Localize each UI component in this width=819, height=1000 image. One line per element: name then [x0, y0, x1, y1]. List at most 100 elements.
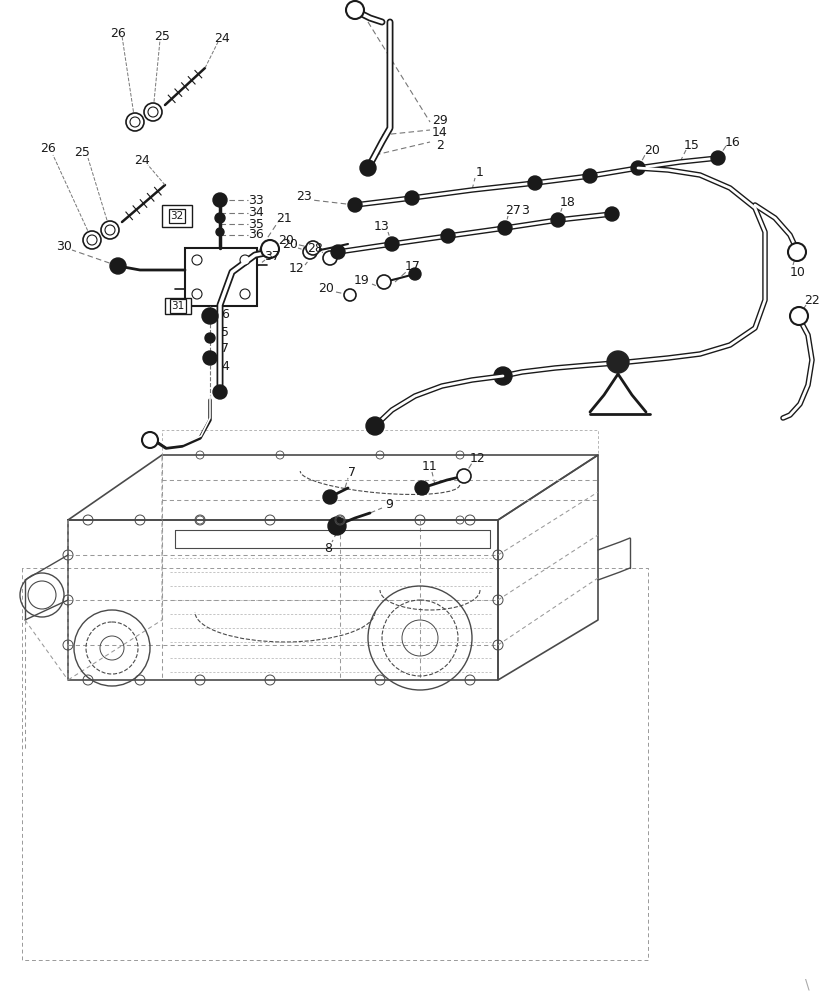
Text: 33: 33 — [248, 194, 264, 207]
Text: 25: 25 — [154, 30, 170, 43]
Circle shape — [213, 385, 227, 399]
Text: 35: 35 — [248, 218, 264, 231]
Circle shape — [323, 251, 337, 265]
Text: 23: 23 — [296, 190, 311, 204]
Text: 37: 37 — [264, 249, 279, 262]
Circle shape — [215, 228, 224, 236]
Circle shape — [130, 117, 140, 127]
Text: 1: 1 — [476, 166, 483, 179]
Circle shape — [203, 351, 217, 365]
Bar — [162, 205, 192, 227]
Text: 20: 20 — [643, 144, 659, 157]
Circle shape — [787, 243, 805, 261]
Text: 20: 20 — [282, 237, 297, 250]
Circle shape — [377, 275, 391, 289]
Text: 29: 29 — [432, 114, 447, 127]
Circle shape — [347, 198, 361, 212]
Circle shape — [550, 213, 564, 227]
Text: 21: 21 — [276, 212, 292, 225]
Circle shape — [582, 169, 596, 183]
Text: 12: 12 — [469, 452, 486, 464]
Text: \: \ — [804, 978, 813, 992]
Circle shape — [328, 517, 346, 535]
Text: 7: 7 — [347, 466, 355, 479]
Circle shape — [303, 245, 317, 259]
Circle shape — [201, 308, 218, 324]
Text: 20: 20 — [318, 282, 333, 296]
Circle shape — [213, 193, 227, 207]
Text: 25: 25 — [74, 146, 90, 159]
Circle shape — [385, 237, 399, 251]
Circle shape — [414, 481, 428, 495]
Circle shape — [105, 225, 115, 235]
Text: 20: 20 — [278, 233, 293, 246]
Circle shape — [83, 231, 101, 249]
Circle shape — [365, 417, 383, 435]
Text: 2: 2 — [436, 139, 443, 152]
Circle shape — [405, 191, 419, 205]
Circle shape — [789, 307, 807, 325]
Text: 26: 26 — [40, 142, 56, 155]
Circle shape — [101, 221, 119, 239]
Text: 34: 34 — [248, 207, 264, 220]
Circle shape — [331, 245, 345, 259]
Circle shape — [205, 333, 215, 343]
Text: 22: 22 — [803, 294, 819, 306]
Bar — [185, 248, 256, 306]
Text: 15: 15 — [683, 139, 699, 152]
Circle shape — [631, 161, 645, 175]
Circle shape — [144, 103, 162, 121]
Text: 9: 9 — [385, 498, 392, 512]
Circle shape — [240, 289, 250, 299]
Circle shape — [456, 469, 470, 483]
Circle shape — [87, 235, 97, 245]
Circle shape — [192, 289, 201, 299]
Text: 16: 16 — [724, 136, 740, 149]
Circle shape — [710, 151, 724, 165]
Circle shape — [346, 1, 364, 19]
Circle shape — [344, 289, 355, 301]
Text: 17: 17 — [405, 260, 420, 273]
Circle shape — [147, 107, 158, 117]
Text: 13: 13 — [373, 221, 389, 233]
Circle shape — [142, 432, 158, 448]
Text: 27: 27 — [505, 204, 520, 217]
Text: 36: 36 — [248, 229, 264, 241]
Text: 19: 19 — [354, 274, 369, 288]
Text: 6: 6 — [221, 308, 229, 322]
Text: 32: 32 — [170, 211, 183, 221]
Circle shape — [493, 367, 511, 385]
Text: 26: 26 — [110, 27, 126, 40]
Bar — [165, 298, 191, 314]
Circle shape — [360, 160, 376, 176]
Text: 4: 4 — [221, 360, 229, 372]
Circle shape — [260, 240, 278, 258]
Circle shape — [497, 221, 511, 235]
Text: 28: 28 — [306, 241, 323, 254]
Text: 12: 12 — [289, 262, 305, 275]
Circle shape — [527, 176, 541, 190]
Circle shape — [409, 268, 420, 280]
Text: 3: 3 — [520, 204, 528, 217]
Text: 18: 18 — [559, 196, 575, 210]
Circle shape — [215, 213, 224, 223]
Circle shape — [126, 113, 144, 131]
Circle shape — [305, 241, 319, 255]
Circle shape — [606, 351, 628, 373]
Text: 31: 31 — [171, 301, 184, 311]
Text: 24: 24 — [134, 154, 150, 167]
Text: 8: 8 — [324, 542, 332, 554]
Text: 14: 14 — [432, 126, 447, 139]
Text: 11: 11 — [422, 460, 437, 474]
Text: 10: 10 — [789, 265, 805, 278]
Circle shape — [441, 229, 455, 243]
Text: 24: 24 — [214, 32, 229, 45]
Circle shape — [110, 258, 126, 274]
Text: 5: 5 — [221, 326, 229, 338]
Circle shape — [192, 255, 201, 265]
Circle shape — [604, 207, 618, 221]
Circle shape — [323, 490, 337, 504]
Text: 30: 30 — [56, 239, 72, 252]
Text: 7: 7 — [221, 342, 229, 356]
Circle shape — [240, 255, 250, 265]
